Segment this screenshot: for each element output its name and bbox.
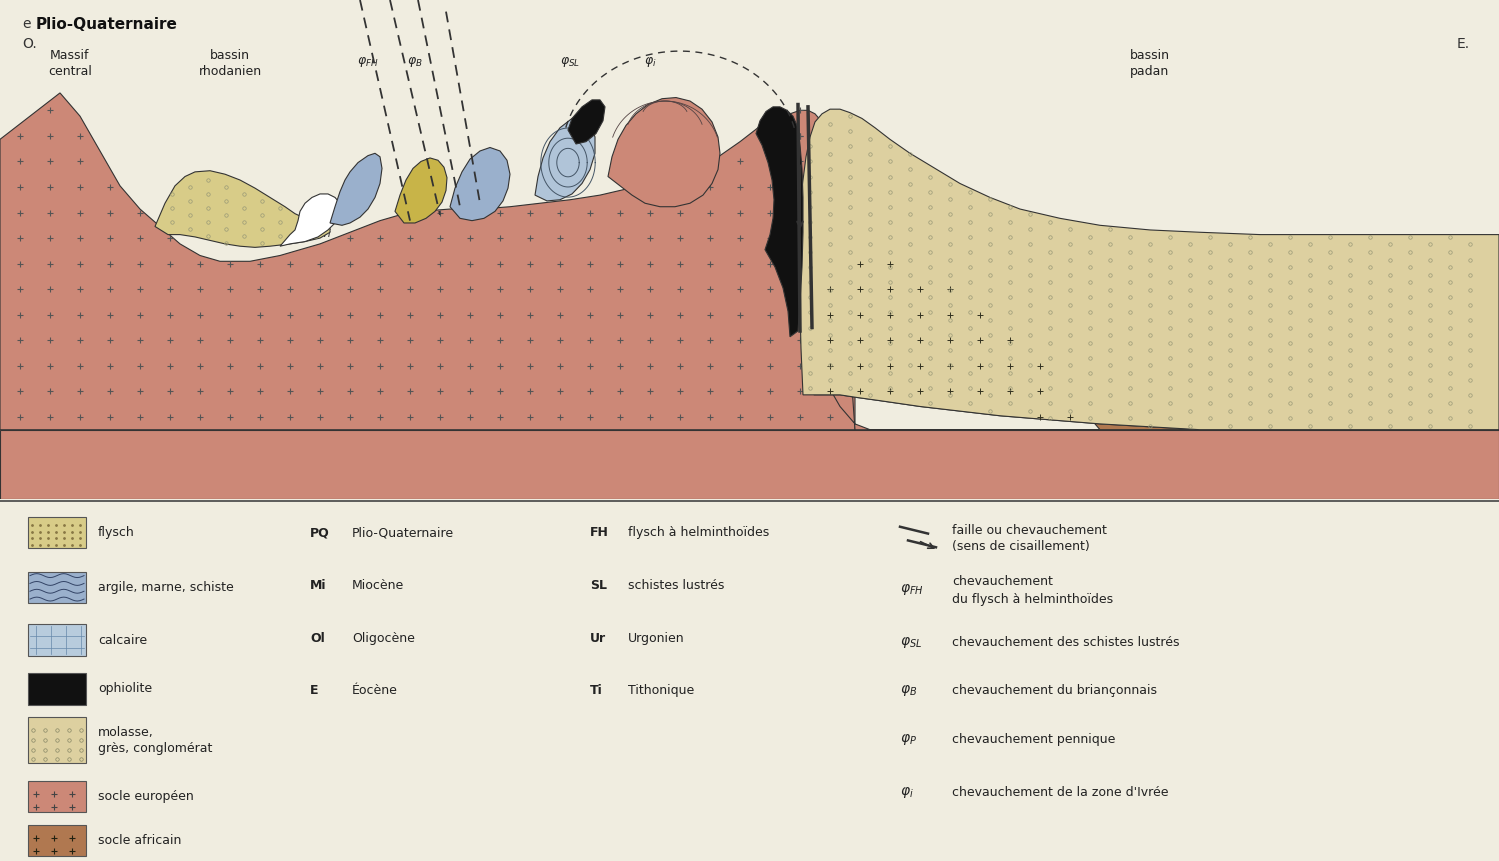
Text: E: E [265, 203, 271, 214]
Text: $\varphi_{FH}$: $\varphi_{FH}$ [899, 582, 923, 597]
Polygon shape [450, 147, 510, 220]
Text: faille ou chevauchement: faille ou chevauchement [952, 524, 1106, 537]
Text: chevauchement du briançonnais: chevauchement du briançonnais [952, 684, 1157, 697]
Text: PQ: PQ [1072, 265, 1088, 275]
FancyBboxPatch shape [28, 717, 85, 763]
Text: ophiolite: ophiolite [97, 683, 151, 696]
FancyBboxPatch shape [28, 572, 85, 603]
Polygon shape [0, 430, 1499, 499]
Text: bassin
rhodanien: bassin rhodanien [198, 49, 261, 77]
Text: $\varphi_P$: $\varphi_P$ [899, 733, 917, 747]
Text: grès, conglomérat: grès, conglomérat [97, 741, 213, 754]
Polygon shape [280, 194, 342, 246]
Text: Mi: Mi [994, 319, 1006, 330]
Text: schistes lustrés: schistes lustrés [628, 579, 724, 592]
FancyBboxPatch shape [28, 673, 85, 704]
Text: Tithonique: Tithonique [628, 684, 694, 697]
Text: calcaire: calcaire [97, 634, 147, 647]
FancyBboxPatch shape [28, 825, 85, 856]
Text: E: E [310, 684, 318, 697]
Text: O.: O. [22, 37, 37, 51]
Text: PQ: PQ [187, 189, 202, 200]
Polygon shape [330, 153, 382, 226]
Polygon shape [797, 109, 1499, 430]
Text: E.: E. [1457, 37, 1471, 51]
Text: e: e [22, 17, 30, 31]
Text: flysch à helminthoïdes: flysch à helminthoïdes [628, 526, 769, 539]
Text: SL: SL [591, 579, 607, 592]
Text: chevauchement de la zone d'Ivrée: chevauchement de la zone d'Ivrée [952, 786, 1169, 799]
Polygon shape [812, 263, 1201, 430]
Text: Éocène: Éocène [352, 684, 397, 697]
Text: Massif
central: Massif central [48, 49, 91, 77]
Text: Ol: Ol [310, 632, 325, 645]
Polygon shape [154, 170, 330, 247]
Text: Urgonien: Urgonien [628, 632, 685, 645]
Text: Ur: Ur [591, 632, 606, 645]
Text: Ur: Ur [304, 213, 316, 223]
Text: chevauchement pennique: chevauchement pennique [952, 734, 1115, 746]
Polygon shape [0, 93, 854, 430]
Text: $\varphi_B$: $\varphi_B$ [408, 55, 423, 69]
Polygon shape [535, 116, 595, 201]
Polygon shape [755, 107, 803, 337]
Text: argile, marne, schiste: argile, marne, schiste [97, 581, 234, 594]
Text: chevauchement des schistes lustrés: chevauchement des schistes lustrés [952, 635, 1180, 648]
Text: bassin
padan: bassin padan [1130, 49, 1171, 77]
Text: flysch: flysch [97, 526, 135, 539]
Text: Ol: Ol [934, 340, 946, 350]
FancyBboxPatch shape [28, 624, 85, 656]
Text: FH: FH [412, 178, 427, 188]
Text: $\varphi_i$: $\varphi_i$ [929, 319, 943, 332]
Text: du flysch à helminthoïdes: du flysch à helminthoïdes [952, 592, 1114, 605]
Text: socle européen: socle européen [97, 790, 193, 803]
Text: SL: SL [558, 157, 571, 167]
Text: Ol: Ol [240, 195, 250, 205]
Polygon shape [609, 97, 720, 207]
Text: socle africain: socle africain [97, 834, 181, 847]
Text: Plio-Quaternaire: Plio-Quaternaire [352, 526, 454, 539]
Polygon shape [790, 110, 1499, 430]
Text: Plio-Quaternaire: Plio-Quaternaire [36, 17, 178, 33]
Text: PQ: PQ [310, 526, 330, 539]
Text: Oligocène: Oligocène [352, 632, 415, 645]
Text: Ti: Ti [591, 684, 603, 697]
Polygon shape [568, 100, 606, 144]
Text: chevauchement: chevauchement [952, 575, 1052, 588]
Text: Mi: Mi [193, 209, 207, 220]
Text: $\varphi_{SL}$: $\varphi_{SL}$ [899, 635, 922, 649]
Text: $\varphi_{SL}$: $\varphi_{SL}$ [561, 55, 580, 69]
Text: $\varphi_{FH}$: $\varphi_{FH}$ [357, 55, 379, 69]
Text: molasse,: molasse, [97, 726, 154, 739]
Text: $\varphi_i$: $\varphi_i$ [899, 785, 914, 800]
FancyBboxPatch shape [28, 781, 85, 812]
Text: Miocène: Miocène [352, 579, 405, 592]
Text: Ti: Ti [321, 229, 331, 238]
Text: $\varphi_i$: $\varphi_i$ [643, 55, 657, 69]
Text: $\varphi_P$: $\varphi_P$ [808, 179, 823, 193]
Text: FH: FH [591, 526, 609, 539]
Text: $\varphi_B$: $\varphi_B$ [899, 684, 917, 698]
Text: Mi: Mi [310, 579, 327, 592]
Text: (sens de cisaillement): (sens de cisaillement) [952, 540, 1090, 553]
FancyBboxPatch shape [28, 517, 85, 548]
Polygon shape [396, 158, 447, 223]
